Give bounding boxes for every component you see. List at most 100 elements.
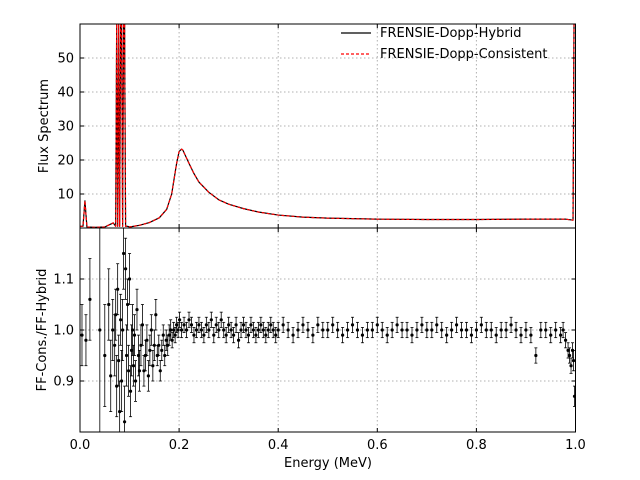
data-point xyxy=(204,323,208,327)
data-point xyxy=(519,333,523,337)
data-point xyxy=(395,323,399,327)
data-point xyxy=(321,328,325,332)
data-point xyxy=(194,328,199,332)
data-point xyxy=(169,328,173,332)
top-y-tick-label: 50 xyxy=(57,52,74,67)
data-point xyxy=(425,328,429,332)
data-point xyxy=(145,338,149,342)
data-point xyxy=(170,338,174,342)
data-point xyxy=(214,323,218,327)
data-point xyxy=(450,328,454,332)
data-point xyxy=(119,318,123,322)
data-point xyxy=(316,323,320,327)
data-point xyxy=(281,323,285,327)
data-point xyxy=(154,313,158,317)
data-point xyxy=(114,313,118,317)
data-point xyxy=(266,328,270,332)
data-point xyxy=(130,328,135,332)
data-point xyxy=(212,333,216,337)
data-point xyxy=(115,384,119,388)
data-point xyxy=(176,328,180,332)
data-point xyxy=(98,328,102,332)
data-point xyxy=(179,328,184,332)
data-point xyxy=(172,328,176,332)
top-y-tick-label: 20 xyxy=(57,154,74,169)
data-point xyxy=(286,328,290,332)
data-point xyxy=(566,348,570,352)
data-point xyxy=(229,328,233,332)
data-point xyxy=(241,323,246,327)
data-point xyxy=(157,343,161,347)
data-point xyxy=(534,353,538,358)
data-point xyxy=(440,328,444,332)
data-point xyxy=(370,328,374,332)
bottom-points xyxy=(80,228,576,432)
data-point xyxy=(445,333,449,337)
data-point xyxy=(311,333,315,337)
data-point xyxy=(131,364,136,368)
data-point xyxy=(291,333,295,337)
data-point xyxy=(400,328,404,332)
data-point xyxy=(306,328,310,332)
data-point xyxy=(111,328,115,332)
data-point xyxy=(246,333,251,337)
top-y-tick-label: 30 xyxy=(57,120,74,135)
data-point xyxy=(385,333,389,337)
data-point xyxy=(509,323,513,327)
data-point xyxy=(182,323,186,327)
data-point xyxy=(127,277,132,281)
top-ylabel: Flux Spectrum xyxy=(37,79,52,173)
data-point xyxy=(227,323,231,327)
data-point xyxy=(261,328,265,332)
data-point xyxy=(175,323,179,327)
data-point xyxy=(474,328,478,332)
data-point xyxy=(326,328,330,332)
data-point xyxy=(234,323,238,327)
legend-label-consistent: FRENSIE-Dopp-Consistent xyxy=(380,47,547,62)
data-point xyxy=(224,333,228,337)
data-point xyxy=(124,353,129,358)
data-point xyxy=(146,374,150,378)
data-point xyxy=(469,333,474,337)
data-point xyxy=(232,333,236,337)
data-point xyxy=(167,333,171,337)
data-point xyxy=(264,333,268,337)
data-point xyxy=(360,333,365,337)
data-point xyxy=(148,348,152,352)
data-point xyxy=(249,323,253,327)
data-point xyxy=(380,328,384,332)
data-point xyxy=(197,323,201,327)
data-point xyxy=(140,323,145,327)
x-tick-label: 1.0 xyxy=(565,438,586,453)
data-point xyxy=(554,328,558,332)
data-point xyxy=(125,302,130,307)
data-point xyxy=(122,251,126,256)
bottom-ylabel: FF-Cons./FF-Hybrid xyxy=(35,269,50,392)
data-point xyxy=(274,333,278,337)
data-point xyxy=(164,338,168,342)
data-point xyxy=(207,328,211,332)
data-point xyxy=(336,328,340,332)
data-point xyxy=(158,369,162,373)
data-point xyxy=(484,328,488,332)
top-y-tick-label: 40 xyxy=(57,86,74,101)
data-point xyxy=(209,318,213,322)
bottom-axes-frame xyxy=(79,227,576,433)
data-point xyxy=(217,328,221,332)
data-point xyxy=(116,287,120,291)
data-point xyxy=(539,328,543,332)
data-point xyxy=(103,353,107,358)
data-point xyxy=(415,328,419,332)
data-point xyxy=(514,328,518,332)
data-point xyxy=(459,328,464,332)
data-point xyxy=(276,328,280,332)
data-point xyxy=(479,323,483,327)
data-point xyxy=(504,328,508,332)
data-point xyxy=(251,328,256,332)
top-panel: 10 20 30 40 50 Flux Spectrum FRENSIE-Dopp-Hy… xyxy=(37,23,576,229)
data-point xyxy=(121,328,125,332)
data-point xyxy=(494,333,498,337)
bottom-grid xyxy=(80,228,576,432)
data-point xyxy=(524,328,528,332)
data-point xyxy=(390,328,394,332)
